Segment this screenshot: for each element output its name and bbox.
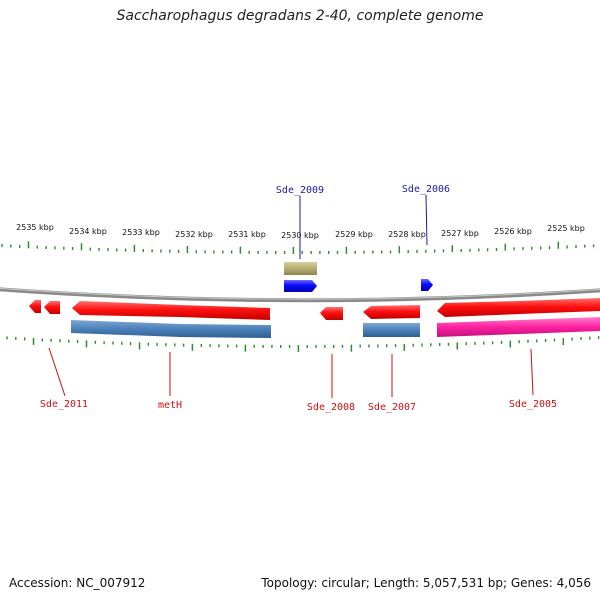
forward-cds-feature[interactable] bbox=[284, 262, 317, 275]
kbp-label: 2526 kbp bbox=[494, 227, 532, 236]
reverse-cds-feature-sde-2007[interactable] bbox=[363, 323, 420, 337]
map-title: Saccharophagus degradans 2-40, complete … bbox=[116, 8, 484, 24]
reverse-gene-arrow-sde-2008[interactable] bbox=[320, 307, 343, 320]
kbp-label: 2528 kbp bbox=[388, 230, 426, 239]
genome-backbone-highlight bbox=[0, 287, 600, 300]
outer-tick-ring bbox=[1, 241, 595, 254]
leader-line bbox=[425, 194, 428, 246]
genome-backbone bbox=[0, 287, 600, 303]
kbp-label: 2533 kbp bbox=[122, 228, 160, 237]
forward-gene-arrow-sde-2009[interactable] bbox=[284, 280, 317, 292]
kbp-label: 2527 kbp bbox=[441, 229, 479, 238]
gene-label-meth[interactable]: metH bbox=[158, 400, 182, 411]
reverse-gene-arrow-sde-2007[interactable] bbox=[363, 305, 420, 319]
gene-label-sde-2009[interactable]: Sde_2009 bbox=[276, 185, 324, 196]
reverse-gene-arrow-sde-2005[interactable] bbox=[437, 298, 600, 317]
leader-line bbox=[48, 347, 66, 397]
gene-label-sde-2007[interactable]: Sde_2007 bbox=[368, 402, 416, 413]
kbp-label: 2535 kbp bbox=[16, 223, 54, 232]
leader-line bbox=[530, 348, 534, 396]
reverse-gene-arrow[interactable] bbox=[29, 300, 41, 313]
kbp-label: 2529 kbp bbox=[335, 230, 373, 239]
reverse-cds-feature-sde-2005[interactable] bbox=[437, 317, 600, 337]
kbp-label: 2531 kbp bbox=[228, 230, 266, 239]
gene-label-sde-2006[interactable]: Sde_2006 bbox=[402, 184, 450, 195]
genome-summary-text: Topology: circular; Length: 5,057,531 bp… bbox=[261, 576, 591, 590]
accession-text: Accession: NC_007912 bbox=[9, 576, 146, 590]
gene-label-sde-2008[interactable]: Sde_2008 bbox=[307, 402, 355, 413]
inner-tick-ring bbox=[6, 336, 600, 352]
forward-gene-arrow-sde-2006[interactable] bbox=[421, 279, 433, 291]
reverse-gene-arrow-sde-2011[interactable] bbox=[44, 301, 60, 314]
kbp-label: 2534 kbp bbox=[69, 227, 107, 236]
kbp-label: 2525 kbp bbox=[547, 224, 585, 233]
reverse-cds-feature-meth[interactable] bbox=[71, 320, 271, 338]
gene-label-sde-2005[interactable]: Sde_2005 bbox=[509, 399, 557, 410]
gene-label-sde-2011[interactable]: Sde_2011 bbox=[40, 399, 88, 410]
reverse-gene-arrow-meth[interactable] bbox=[72, 301, 270, 320]
kbp-label: 2532 kbp bbox=[175, 230, 213, 239]
